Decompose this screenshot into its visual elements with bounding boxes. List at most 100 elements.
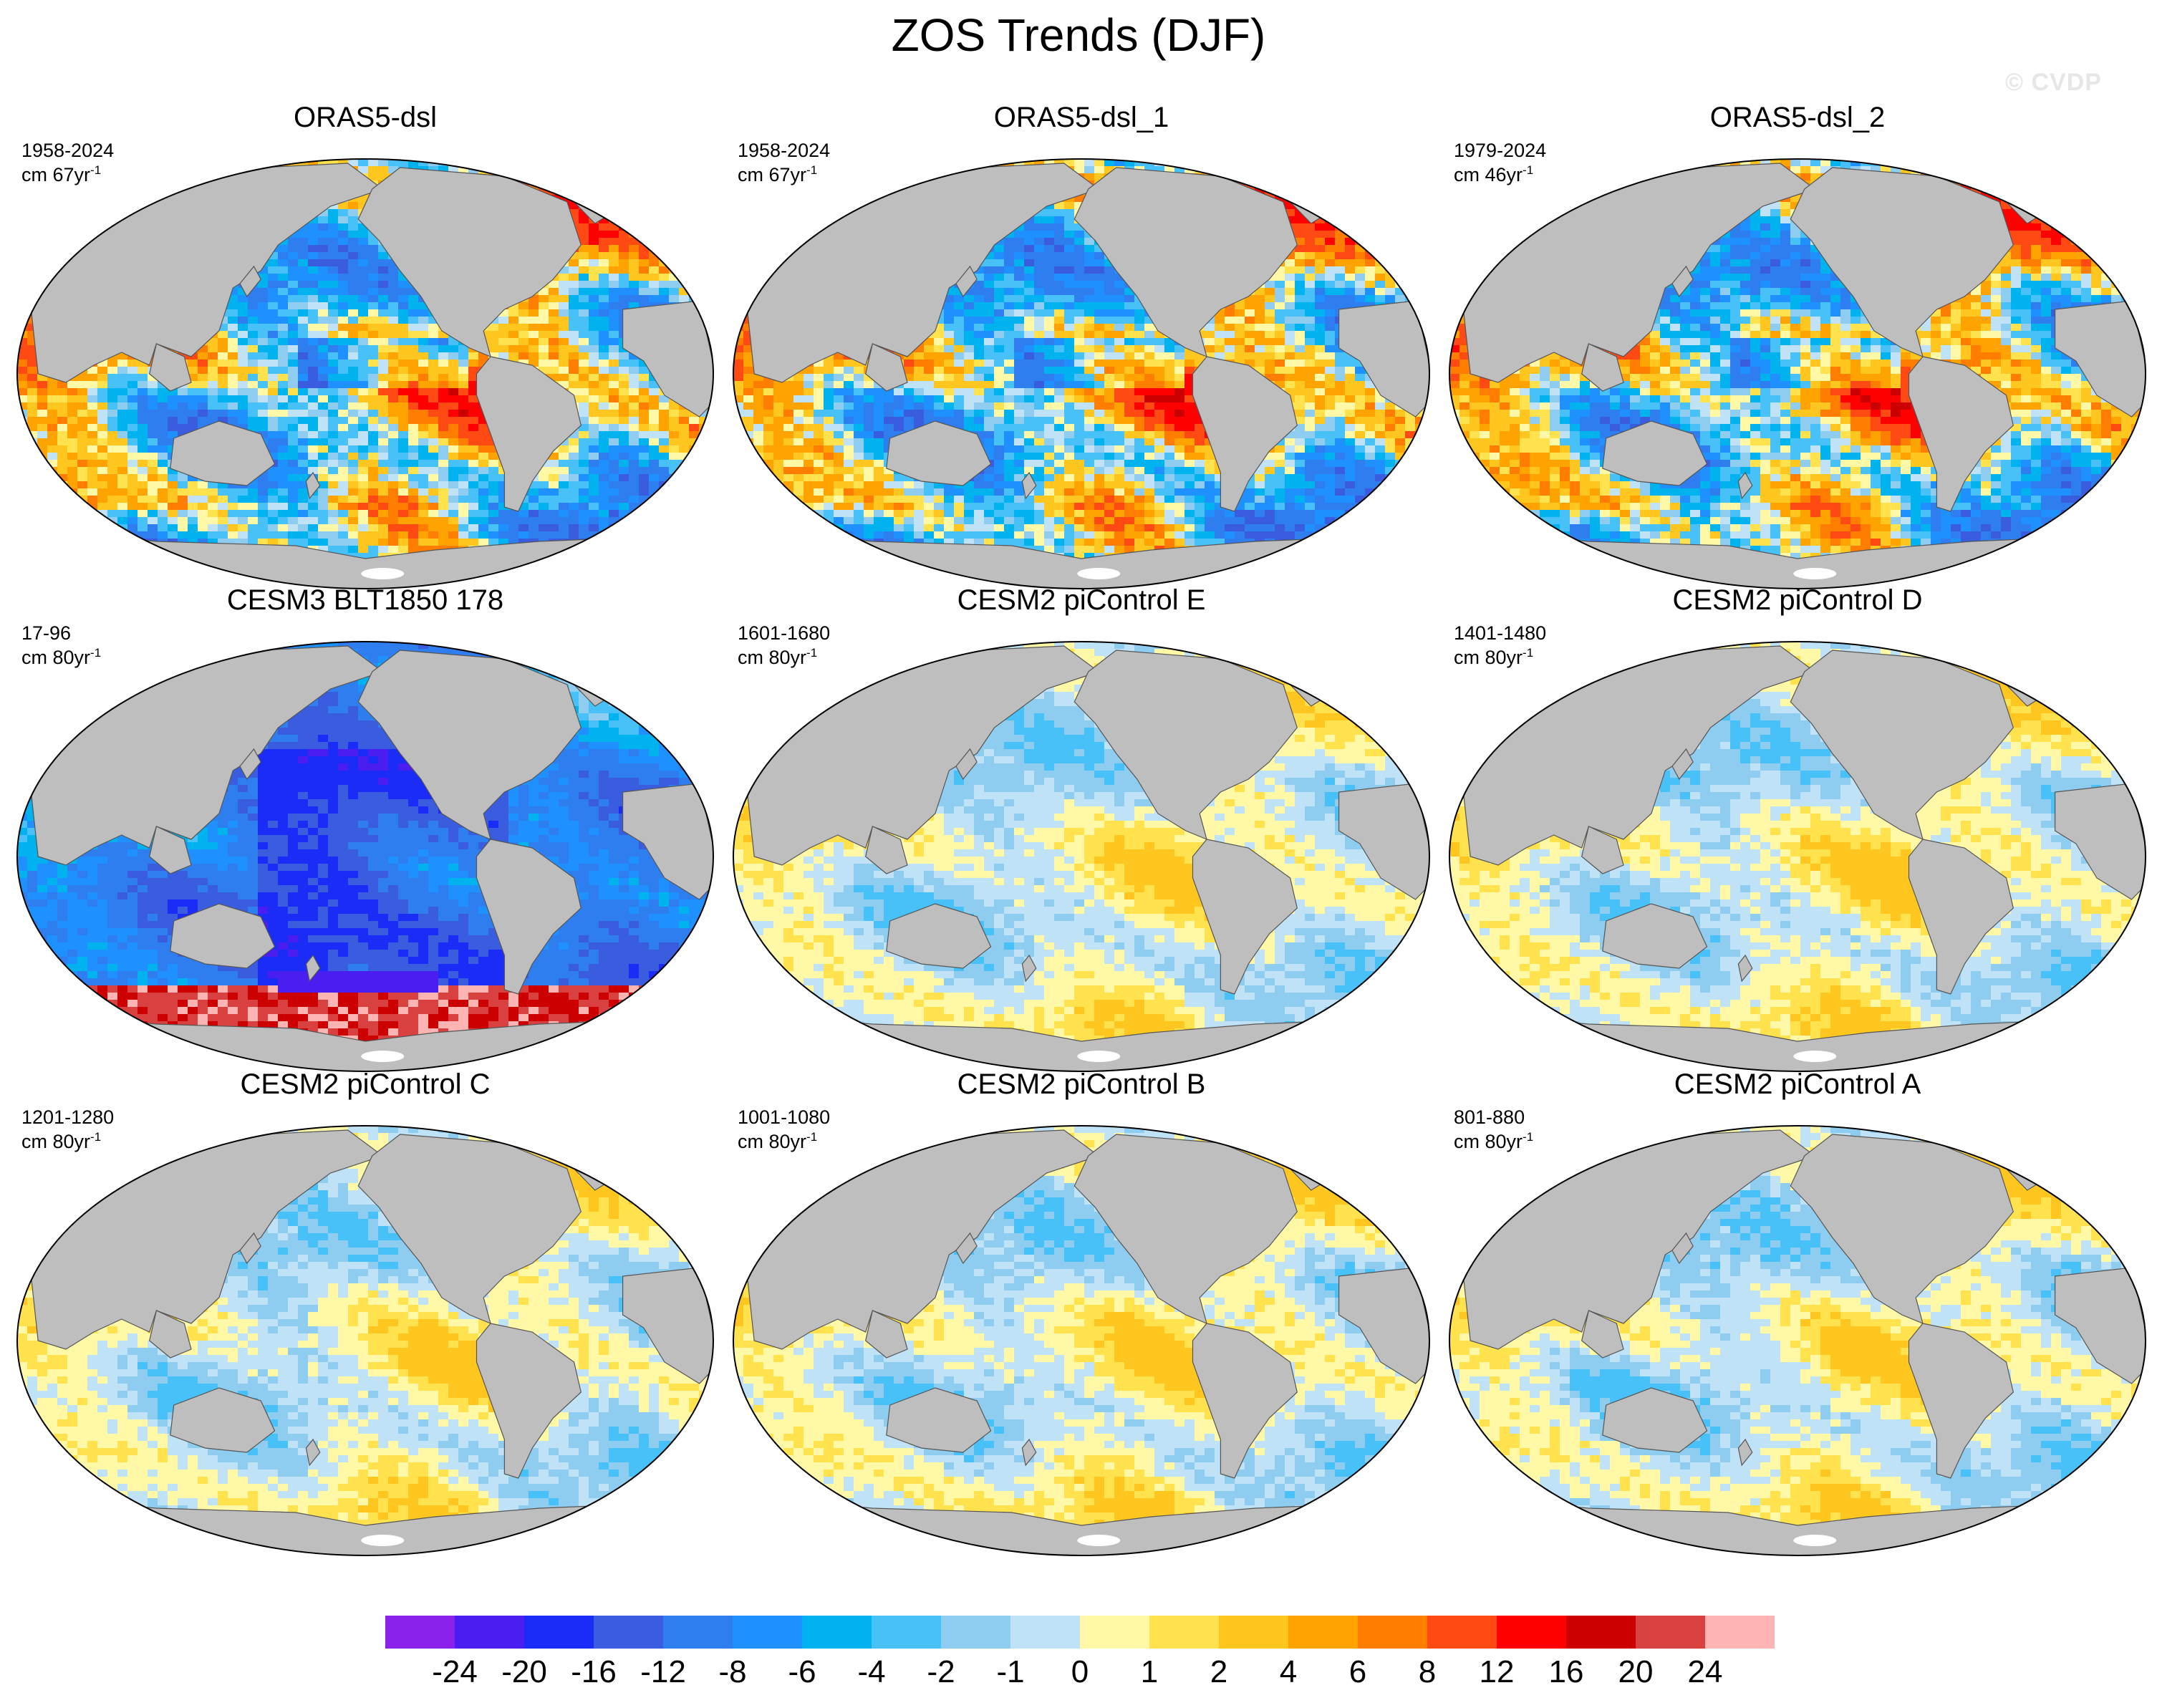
land-australia xyxy=(170,1387,276,1453)
map-projection xyxy=(733,641,1430,1072)
colorbar-swatch xyxy=(524,1616,594,1649)
land-nz xyxy=(1737,471,1753,500)
colorbar-swatch xyxy=(1358,1616,1428,1649)
colorbar-tick-label: -2 xyxy=(927,1654,955,1690)
map-border xyxy=(16,1125,714,1556)
land-japan xyxy=(239,748,261,781)
land-sAmerica xyxy=(1908,356,2014,512)
colorbar-tick-label: 1 xyxy=(1141,1654,1158,1690)
map-panel: CESM2 piControl E 1601-1680 cm 80yr-1 xyxy=(723,584,1439,1072)
land-nz xyxy=(1021,1438,1037,1467)
land-antarctica xyxy=(733,528,1429,589)
panel-units: cm 80yr-1 xyxy=(1454,646,1533,669)
land-sAmerica xyxy=(1192,1323,1298,1479)
land-antarctica xyxy=(17,1010,713,1071)
colorbar-labels: -24 -20 -16 -12 -8 -6 -4 -2 -1 0 1 2 4 6 8 12 16 20 24 xyxy=(385,1654,1775,1704)
land-nz xyxy=(305,471,321,500)
panel-title: ORAS5-dsl xyxy=(7,102,723,133)
colorbar-tick-label: 0 xyxy=(1071,1654,1089,1690)
watermark: © CVDP xyxy=(2005,69,2102,97)
land-seAsia xyxy=(865,343,908,392)
land-antarctica xyxy=(17,1495,713,1555)
colorbar-swatch xyxy=(1705,1616,1775,1649)
colorbar-tick-label: 8 xyxy=(1419,1654,1436,1690)
land-japan xyxy=(955,1232,978,1265)
panel-period: 1401-1480 xyxy=(1454,622,1546,645)
land-sAmerica xyxy=(476,356,582,512)
land-japan xyxy=(239,265,261,298)
land-australia xyxy=(1602,1387,1708,1453)
map-projection xyxy=(16,158,714,589)
land-australia xyxy=(1602,903,1708,969)
colorbar-tick-label: -24 xyxy=(432,1654,478,1690)
land-japan xyxy=(955,265,978,298)
colorbar-swatch xyxy=(385,1616,455,1649)
map-border xyxy=(16,641,714,1072)
map-border xyxy=(733,158,1430,589)
land-antarctica xyxy=(733,1010,1429,1071)
land-seAsia xyxy=(1581,826,1624,874)
map-projection xyxy=(733,158,1430,589)
colorbar-swatch xyxy=(1288,1616,1359,1649)
trend-field xyxy=(17,159,713,589)
land-seAsia xyxy=(1581,343,1624,392)
land-antarctica xyxy=(17,528,713,589)
colorbar-swatch xyxy=(1636,1616,1706,1649)
colorbar-swatch xyxy=(1219,1616,1289,1649)
colorbar-swatch xyxy=(941,1616,1011,1649)
map-projection xyxy=(16,1125,714,1556)
panel-period: 1958-2024 xyxy=(738,139,830,162)
panel-units: cm 46yr-1 xyxy=(1454,163,1533,186)
colorbar-swatch xyxy=(1080,1616,1150,1649)
panel-period: 1601-1680 xyxy=(738,622,830,645)
panel-units: cm 67yr-1 xyxy=(738,163,817,186)
map-border xyxy=(1449,641,2146,1072)
colorbar-swatch xyxy=(1497,1616,1567,1649)
colorbar-tick-label: 24 xyxy=(1688,1654,1723,1690)
land-antarctica xyxy=(733,1495,1429,1555)
trend-field xyxy=(733,642,1429,1071)
land-seAsia xyxy=(149,826,192,874)
land-australia xyxy=(1602,420,1708,486)
map-panel: ORAS5-dsl_2 1979-2024 cm 46yr-1 xyxy=(1439,102,2156,589)
map-border xyxy=(16,158,714,589)
map-border xyxy=(1449,1125,2146,1556)
panel-units: cm 80yr-1 xyxy=(1454,1130,1533,1153)
trend-field xyxy=(1449,642,2146,1071)
land-australia xyxy=(170,903,276,969)
map-panel: ORAS5-dsl 1958-2024 cm 67yr-1 xyxy=(7,102,723,589)
panel-title: CESM2 piControl B xyxy=(723,1068,1439,1100)
colorbar-tick-label: 20 xyxy=(1618,1654,1654,1690)
land-antarctica xyxy=(1449,1495,2146,1555)
panel-title: ORAS5-dsl_1 xyxy=(723,102,1439,133)
panel-period: 1201-1280 xyxy=(21,1106,114,1129)
map-panel: CESM2 piControl B 1001-1080 cm 80yr-1 xyxy=(723,1068,1439,1556)
map-projection xyxy=(1449,1125,2146,1556)
colorbar-tick-label: 4 xyxy=(1280,1654,1297,1690)
colorbar-tick-label: -6 xyxy=(788,1654,816,1690)
panel-units: cm 80yr-1 xyxy=(738,646,817,669)
map-border xyxy=(1449,158,2146,589)
land-sAmerica xyxy=(476,839,582,995)
map-panel: CESM2 piControl D 1401-1480 cm 80yr-1 xyxy=(1439,584,2156,1072)
panel-title: CESM2 piControl E xyxy=(723,584,1439,616)
panel-period: 1979-2024 xyxy=(1454,139,1546,162)
panel-title: ORAS5-dsl_2 xyxy=(1439,102,2156,133)
panel-units: cm 67yr-1 xyxy=(21,163,101,186)
land-seAsia xyxy=(865,1310,908,1359)
land-seAsia xyxy=(1581,1310,1624,1359)
land-japan xyxy=(1671,265,1694,298)
land-japan xyxy=(1671,748,1694,781)
panel-units: cm 80yr-1 xyxy=(21,646,101,669)
colorbar-swatch xyxy=(1427,1616,1497,1649)
land-australia xyxy=(886,1387,992,1453)
land-nz xyxy=(1737,1438,1753,1467)
land-nz xyxy=(305,954,321,983)
land-seAsia xyxy=(149,343,192,392)
panel-units: cm 80yr-1 xyxy=(21,1130,101,1153)
colorbar-tick-label: -16 xyxy=(571,1654,617,1690)
panel-period: 801-880 xyxy=(1454,1106,1525,1129)
map-projection xyxy=(1449,641,2146,1072)
panel-period: 1001-1080 xyxy=(738,1106,830,1129)
colorbar-swatch xyxy=(1149,1616,1220,1649)
